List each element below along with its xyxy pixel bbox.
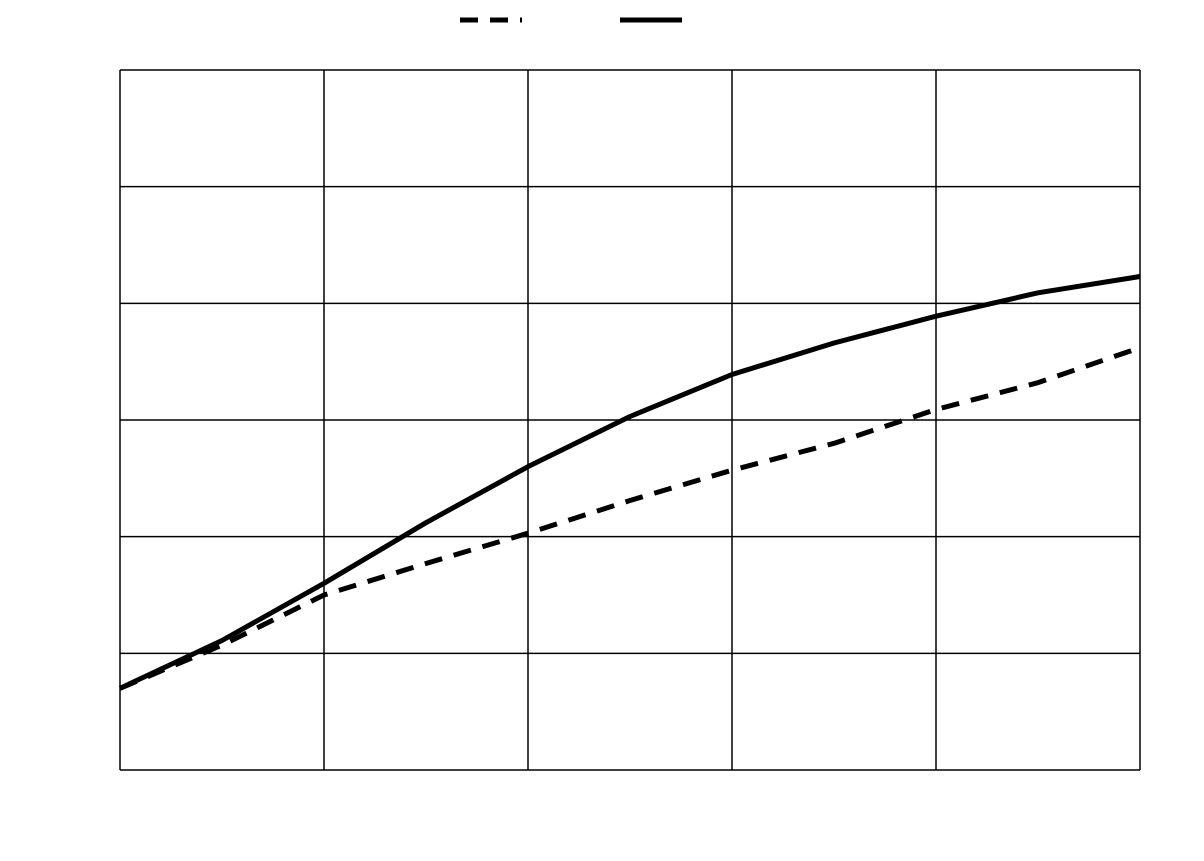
data-line (119, 345, 1141, 691)
data-line (118, 274, 1141, 691)
